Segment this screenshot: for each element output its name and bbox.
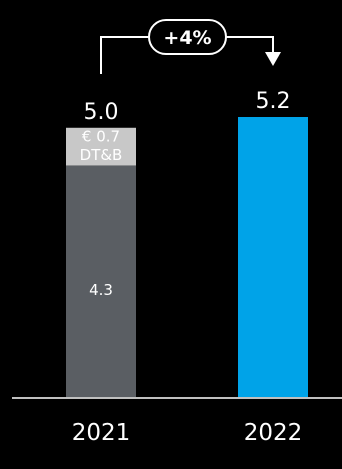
bar-2021-total-label: 5.0 [84, 100, 119, 125]
bar-2022-total-label: 5.2 [256, 89, 291, 114]
bar-2022-segment-0 [238, 117, 308, 397]
growth-badge [148, 19, 227, 55]
category-label-2021: 2021 [72, 420, 131, 446]
growth-connector-line [100, 36, 274, 74]
bar-2021-segment-0-label: 4.3 [89, 281, 113, 299]
growth-annotation: +4% [100, 19, 281, 74]
bar-2021-segment-1-name-label: DT&B [80, 146, 123, 164]
labels-layer: 4.3 € 0.7DT&B 5.0 2021 5.2 2022 [72, 89, 303, 446]
growth-arrowhead [265, 52, 281, 66]
bar-2021-segment-0 [66, 165, 136, 397]
bar-2021-segment-1 [66, 127, 136, 166]
growth-label: +4% [163, 27, 211, 49]
bar-2021-segment-1-value-label: € 0.7 [82, 127, 120, 145]
bars-layer [66, 117, 308, 397]
category-label-2022: 2022 [244, 420, 303, 446]
